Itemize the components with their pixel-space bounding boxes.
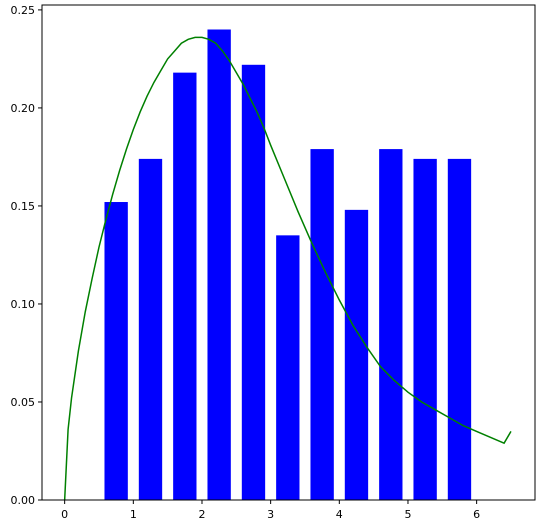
x-tick-label-5: 5	[404, 508, 411, 521]
y-axis: 0.00 0.05 0.10 0.15 0.20 0.25	[11, 4, 42, 507]
bar-series	[104, 29, 472, 501]
x-tick-label-2: 2	[198, 508, 205, 521]
y-tick-label-1: 0.05	[11, 396, 36, 409]
bar-9	[413, 158, 437, 500]
density-curve	[63, 36, 512, 501]
bar-10	[447, 158, 472, 500]
bar-2	[173, 72, 197, 500]
plot-frame	[41, 4, 536, 501]
bar-1	[138, 158, 163, 500]
x-tick-label-6: 6	[473, 508, 480, 521]
x-tick-label-0: 0	[61, 508, 68, 521]
x-tick-label-4: 4	[336, 508, 343, 521]
bar-5	[276, 235, 300, 500]
x-tick-label-1: 1	[130, 508, 137, 521]
bar-8	[379, 149, 403, 500]
x-tick-label-3: 3	[267, 508, 274, 521]
x-axis: 0 1 2 3 4 5 6	[61, 500, 480, 521]
y-tick-label-3: 0.15	[11, 200, 36, 213]
bar-6	[310, 149, 334, 500]
y-tick-label-5: 0.25	[11, 4, 36, 17]
y-tick-label-0: 0.00	[11, 494, 36, 507]
bar-7	[344, 209, 369, 500]
y-tick-label-2: 0.10	[11, 298, 36, 311]
bar-0	[104, 202, 128, 500]
bar-3	[207, 29, 231, 501]
y-tick-label-4: 0.20	[11, 102, 36, 115]
bar-4	[241, 64, 266, 500]
